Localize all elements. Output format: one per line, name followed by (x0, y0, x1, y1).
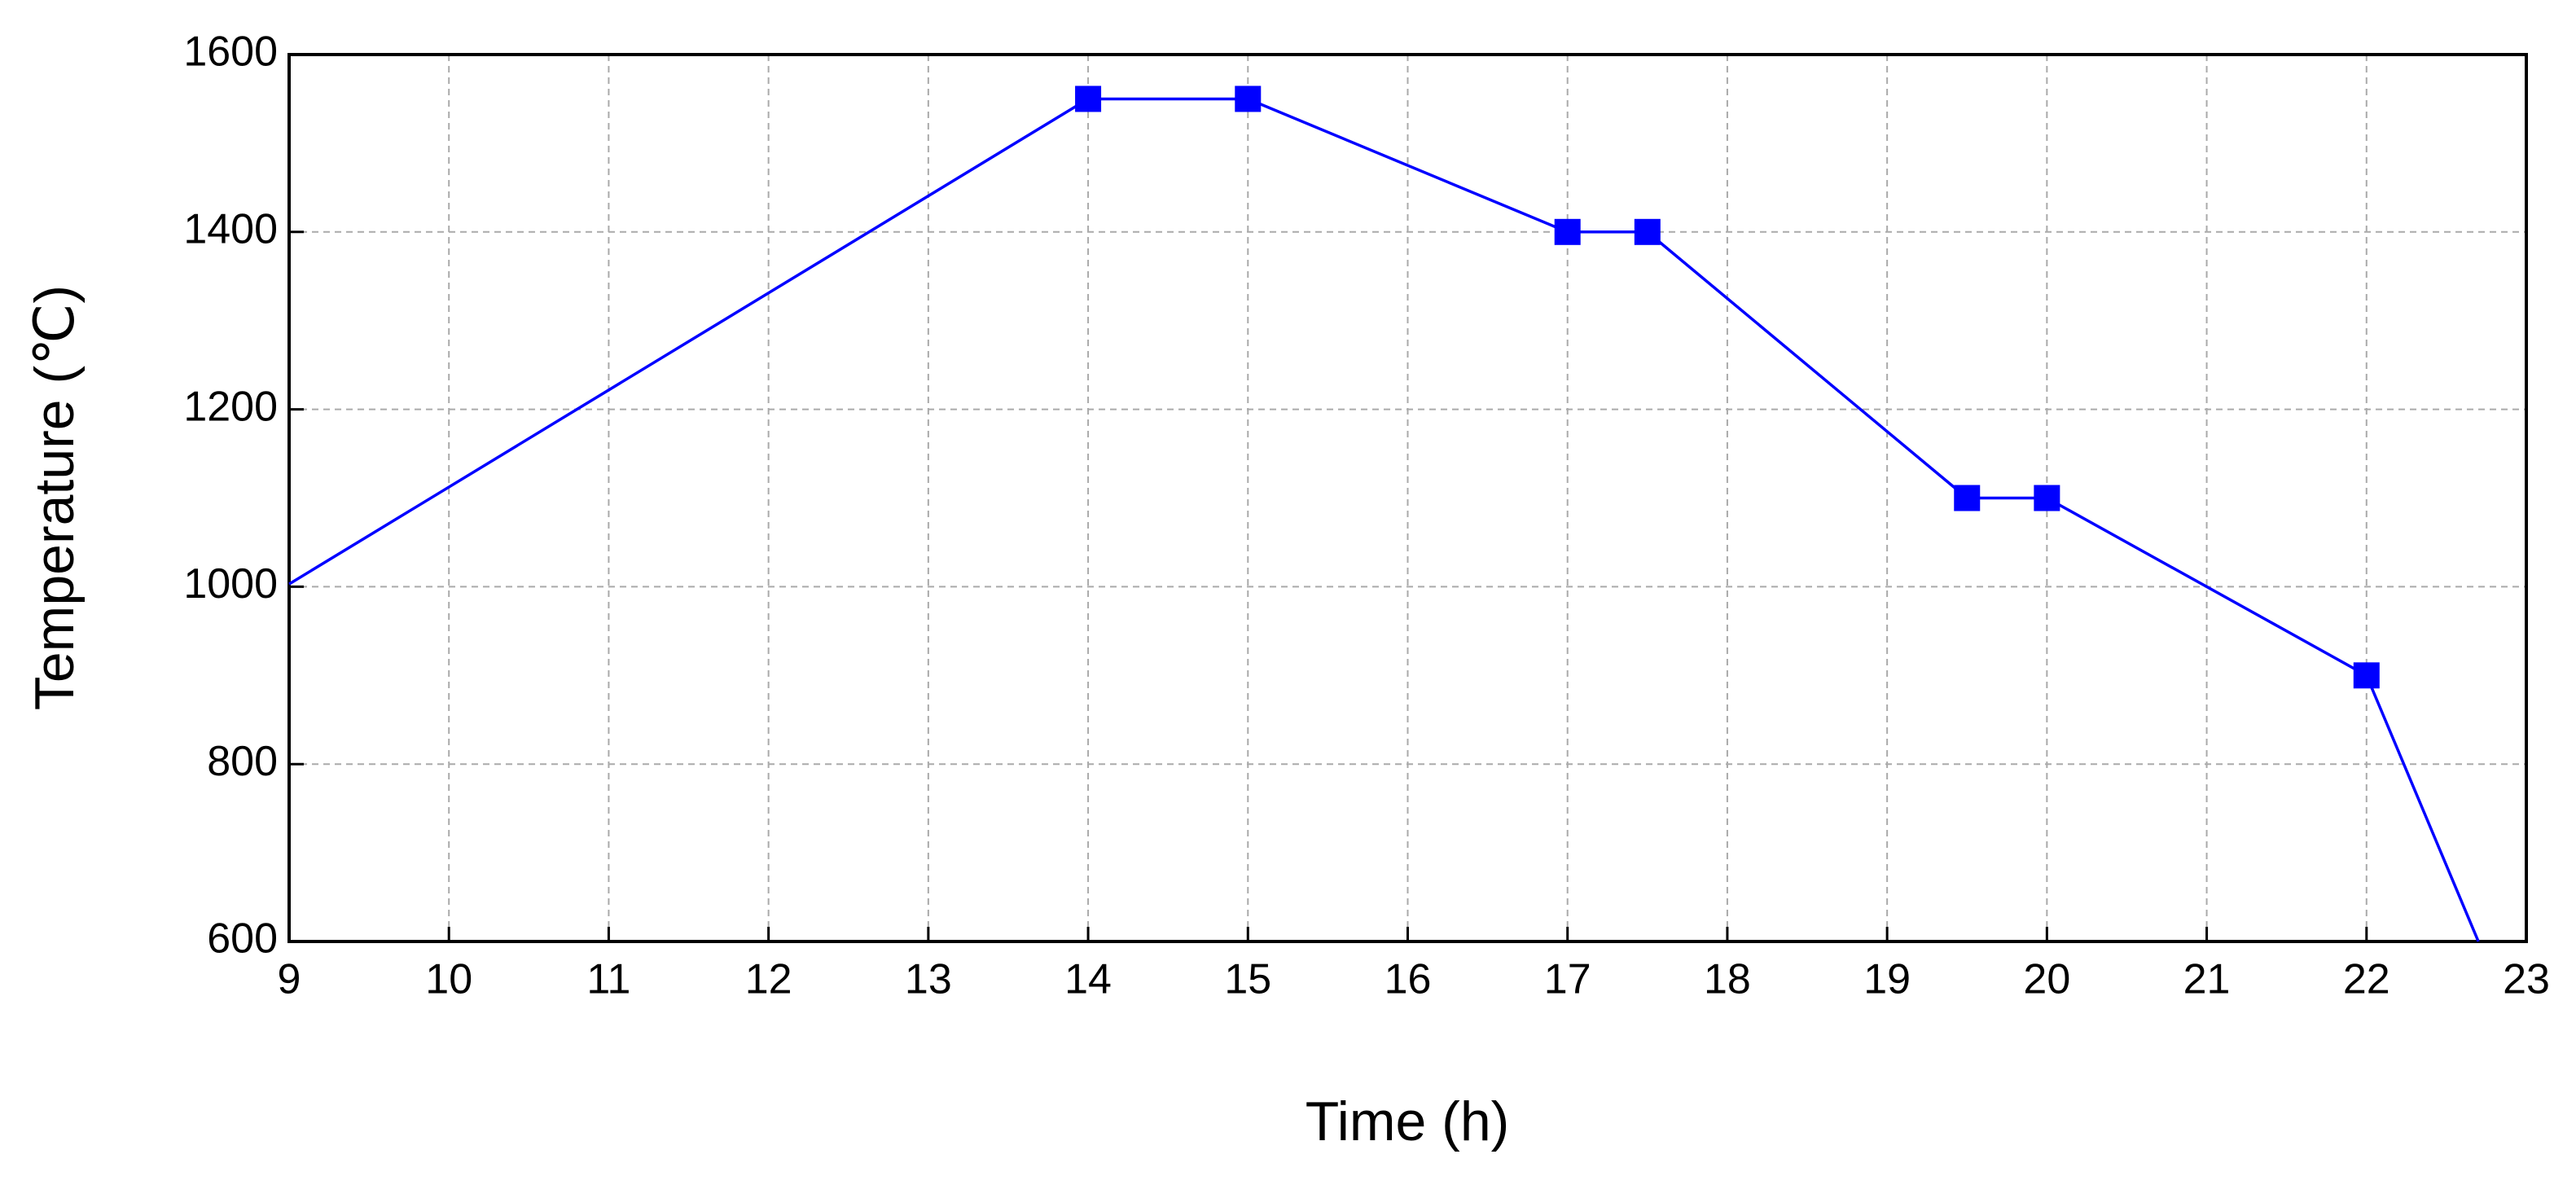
y-tick-label: 800 (207, 738, 278, 785)
data-marker (1954, 485, 1981, 511)
x-axis-title: Time (h) (1306, 1091, 1510, 1152)
x-tick-label: 20 (2023, 956, 2070, 1003)
x-tick-label: 22 (2343, 956, 2390, 1003)
y-axis-title: Temperature (℃) (24, 285, 86, 710)
x-tick-label: 18 (1704, 956, 1751, 1003)
x-tick-label: 9 (278, 956, 301, 1003)
data-marker (2353, 662, 2380, 689)
y-tick-label: 1000 (183, 560, 278, 608)
x-tick-label: 16 (1385, 956, 1432, 1003)
data-marker (1235, 86, 1262, 112)
x-tick-label: 17 (1544, 956, 1591, 1003)
x-tick-label: 19 (1863, 956, 1911, 1003)
y-tick-label: 1400 (183, 206, 278, 253)
data-marker (2034, 485, 2060, 511)
x-tick-label: 23 (2503, 956, 2550, 1003)
data-marker (1554, 218, 1581, 245)
x-tick-label: 10 (425, 956, 472, 1003)
data-marker (1634, 218, 1661, 245)
x-tick-label: 15 (1224, 956, 1271, 1003)
y-tick-label: 1200 (183, 383, 278, 430)
x-tick-label: 11 (586, 956, 630, 1003)
y-tick-label: 1600 (183, 29, 278, 76)
x-tick-label: 13 (905, 956, 952, 1003)
plot-frame (287, 53, 2528, 943)
y-tick-label: 600 (207, 915, 278, 963)
x-tick-label: 12 (745, 956, 792, 1003)
data-marker (1075, 86, 1102, 112)
x-tick-label: 21 (2183, 956, 2231, 1003)
data-line (288, 97, 2480, 942)
x-tick-label: 14 (1064, 956, 1112, 1003)
